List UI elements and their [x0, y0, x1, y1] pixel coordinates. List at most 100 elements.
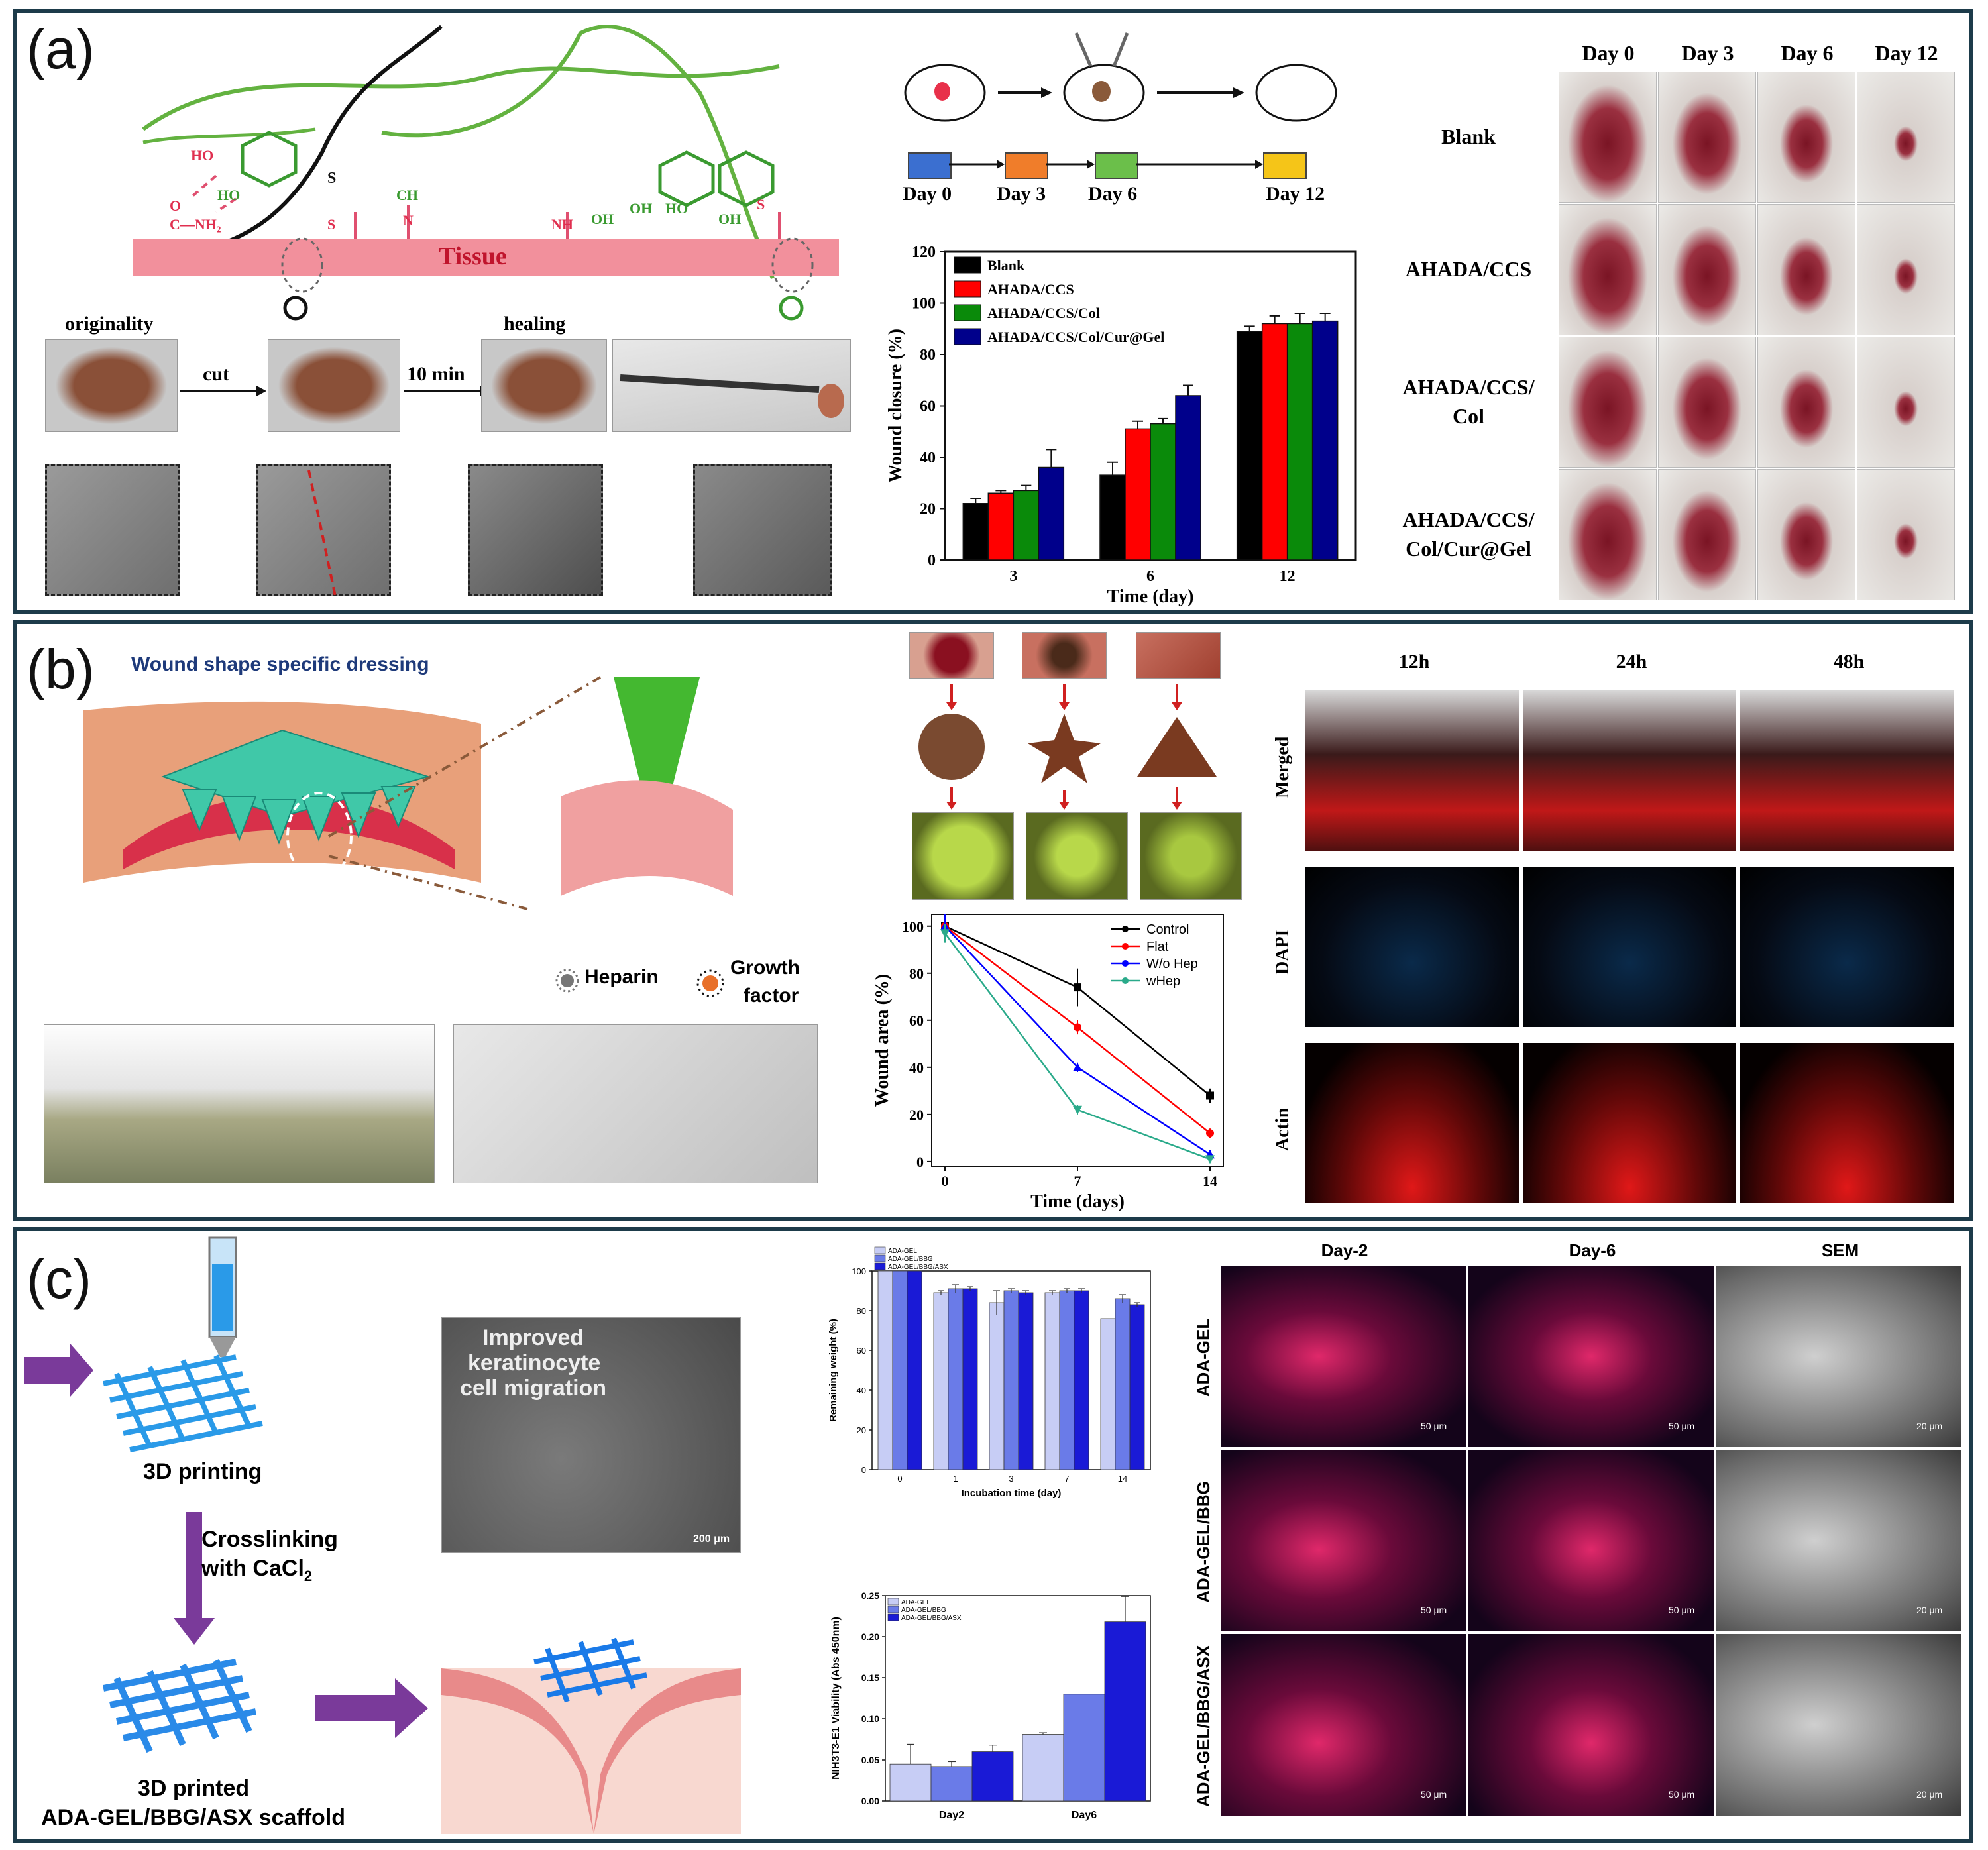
arrow-cut — [180, 386, 266, 396]
liver-photo-cut — [268, 339, 400, 432]
photo-row-label-2: Col — [1453, 404, 1484, 428]
fluor-row-label: Actin — [1272, 1107, 1293, 1151]
bar — [1104, 1621, 1146, 1802]
y-tick-label: 0.25 — [861, 1590, 879, 1601]
fluor-col-header: 48h — [1833, 651, 1865, 673]
point — [1205, 1155, 1215, 1164]
legend-label: ADA-GEL — [901, 1599, 930, 1606]
legend-factor: factor — [744, 985, 799, 1007]
y-tick-label: 0.05 — [861, 1755, 879, 1765]
bar — [1125, 428, 1151, 561]
fluor-image — [1523, 1043, 1736, 1203]
photo-row-label: AHADA/CCS/ — [1402, 508, 1535, 531]
grid-col-header: Day-6 — [1569, 1240, 1616, 1260]
legend-marker — [1122, 943, 1129, 950]
micro-text-l3: cell migration — [460, 1376, 607, 1401]
bar — [1099, 474, 1126, 561]
grid-col-header: SEM — [1821, 1240, 1859, 1260]
wound-photo — [1857, 337, 1955, 468]
chem-oh2: OH — [630, 200, 653, 217]
x-tick-label: 1 — [953, 1474, 958, 1484]
legend-marker — [1122, 926, 1129, 932]
photo-row-label-2: Col/Cur@Gel — [1406, 537, 1531, 561]
x-tick-label: 7 — [1064, 1474, 1069, 1484]
bar — [892, 1270, 908, 1470]
bar — [962, 503, 989, 561]
micro-text-l2: keratinocyte — [468, 1350, 601, 1376]
photo-row-label: Blank — [1441, 125, 1496, 148]
x-tick-label: 3 — [1009, 568, 1017, 585]
x-axis-label: Time (days) — [1030, 1191, 1125, 1212]
legend-label: wHep — [1146, 974, 1180, 989]
chart-viability: 0.00 0.05 0.10 0.15 0.20 0.25 Day2 Day6 NIH3T3-E… — [830, 1590, 1151, 1821]
y-tick-label: 120 — [912, 244, 936, 261]
bar — [1074, 1290, 1089, 1470]
x-axis-label: Incubation time (day) — [962, 1488, 1062, 1499]
y-axis-label: Wound area (%) — [872, 974, 893, 1107]
sem-image — [1716, 1266, 1961, 1447]
bar — [1022, 1734, 1064, 1802]
fluor-image — [1523, 867, 1736, 1027]
wound-photo — [1658, 72, 1756, 203]
chem-s1: S — [327, 170, 337, 187]
y-axis-label: Remaining weight (%) — [828, 1319, 839, 1422]
keratinocyte-micrograph — [441, 1317, 741, 1553]
chem-nh: NH — [551, 216, 573, 233]
chem-ho3: HO — [665, 200, 689, 217]
liver-photo-healed — [481, 339, 607, 432]
y-tick-label: 0.20 — [861, 1631, 879, 1642]
x-tick-label: 0 — [942, 1173, 949, 1189]
bar — [962, 1288, 978, 1470]
step-10min: 10 min — [407, 363, 465, 385]
y-tick-label: 0 — [861, 1465, 866, 1475]
scale-label: 50 μm — [1421, 1789, 1447, 1800]
timeline-box-0 — [908, 152, 952, 179]
timeline-box-2 — [1095, 152, 1138, 179]
grid-row-label: ADA-GEL/BBG/ASX — [1193, 1645, 1213, 1808]
grid-row-label: ADA-GEL — [1193, 1318, 1213, 1397]
legend-label: ADA-GEL/BBG/ASX — [888, 1264, 948, 1271]
timeline-arrows — [949, 160, 1263, 169]
legend-label: ADA-GEL/BBG — [901, 1607, 946, 1614]
dressing-zoom — [327, 676, 733, 910]
wound-photo-round — [909, 632, 994, 679]
fluor-image — [1740, 690, 1954, 851]
chem-n: N — [403, 212, 414, 229]
bar — [1286, 323, 1313, 561]
bar — [989, 1302, 1005, 1470]
mouse-timeline — [904, 32, 1337, 122]
y-axis-label: NIH3T3-E1 Viability (Abs 450nm) — [830, 1617, 842, 1780]
timeline-arrowhead-2 — [1255, 160, 1263, 169]
scale-label: 20 μm — [1916, 1421, 1943, 1431]
legend-heparin-icon — [555, 969, 579, 993]
photo-col-header: Day 3 — [1681, 41, 1734, 65]
fluor-image — [1221, 1634, 1466, 1816]
chem-oh1: OH — [591, 211, 614, 227]
x-tick-label: Day2 — [939, 1810, 964, 1821]
print-workflow-graphics — [24, 1236, 428, 1753]
wound-photo-triangle — [1136, 632, 1221, 679]
micro-healed-zoom — [693, 464, 832, 596]
panel-b: (b) Wound shape specific dressing Hepari… — [13, 620, 1973, 1221]
legend-label: Flat — [1146, 940, 1169, 954]
x-tick-label: 3 — [1009, 1474, 1013, 1484]
bar — [1236, 331, 1263, 561]
point — [1073, 1062, 1082, 1071]
scale-label: 20 μm — [1916, 1789, 1943, 1800]
chem-s2: S — [327, 216, 336, 233]
panel-label: (b) — [27, 638, 95, 700]
point — [1206, 1129, 1214, 1138]
timeline-box-1 — [1005, 152, 1048, 179]
micro-original — [45, 464, 180, 596]
panel-a: (a) HO HO O C—NH₂ S S C — [13, 9, 1973, 614]
fluor-image — [1305, 1043, 1519, 1203]
wound-photo — [1757, 72, 1855, 203]
scaffold-label-l2: ADA-GEL/BBG/ASX scaffold — [41, 1805, 346, 1830]
wound-photo — [1857, 469, 1955, 600]
panel-label: (c) — [27, 1248, 91, 1310]
crosslink-label-l2: with CaCl2 — [201, 1556, 313, 1584]
x-tick-label: Day6 — [1072, 1810, 1097, 1821]
x-tick-label: 12 — [1280, 568, 1296, 585]
timeline-label-1: Day 3 — [997, 183, 1046, 205]
y-tick-label: 40 — [920, 449, 936, 466]
